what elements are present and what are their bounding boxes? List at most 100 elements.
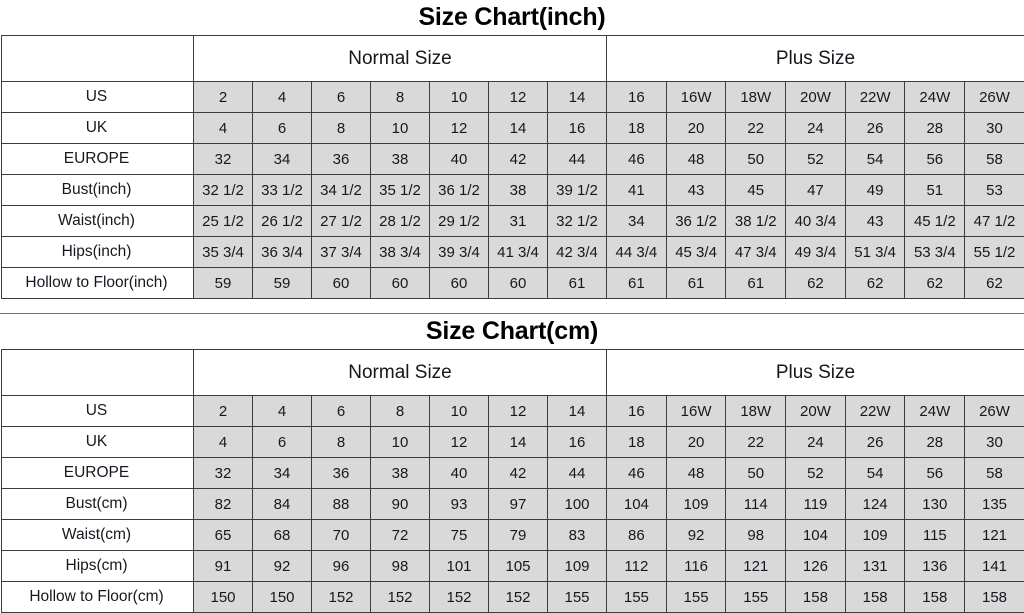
cell: 53 <box>965 175 1024 206</box>
cell: 46 <box>607 144 667 175</box>
cell: 91 <box>194 551 253 582</box>
cell: 6 <box>312 82 371 113</box>
size-table-inch: Normal Size Plus Size US 2 4 6 8 10 12 1… <box>1 35 1024 299</box>
cell: 8 <box>371 82 430 113</box>
cell: 130 <box>905 489 965 520</box>
cell: 20W <box>786 82 846 113</box>
cell: 121 <box>726 551 786 582</box>
cell: 104 <box>786 520 846 551</box>
cell: 20 <box>666 427 726 458</box>
cell: 34 <box>253 144 312 175</box>
cell: 61 <box>666 268 726 299</box>
cell: 38 3/4 <box>371 237 430 268</box>
cell: 34 <box>253 458 312 489</box>
row-label-europe: EUROPE <box>2 458 194 489</box>
cell: 35 3/4 <box>194 237 253 268</box>
cell: 155 <box>726 582 786 613</box>
size-chart-inch-block: Size Chart(inch) Normal Size Plus Size U… <box>0 0 1024 299</box>
cell: 32 <box>194 144 253 175</box>
cell: 83 <box>548 520 607 551</box>
table-row: Hips(cm) 91 92 96 98 101 105 109 112 116… <box>2 551 1024 582</box>
cell: 41 <box>607 175 667 206</box>
cell: 18 <box>607 427 667 458</box>
cell: 109 <box>845 520 905 551</box>
group-header-row: Normal Size Plus Size <box>2 350 1024 396</box>
table-row: Bust(inch) 32 1/2 33 1/2 34 1/2 35 1/2 3… <box>2 175 1024 206</box>
cell: 112 <box>607 551 667 582</box>
cell: 75 <box>430 520 489 551</box>
cell: 50 <box>726 458 786 489</box>
cell: 124 <box>845 489 905 520</box>
cell: 25 1/2 <box>194 206 253 237</box>
cell: 12 <box>430 113 489 144</box>
cell: 18 <box>607 113 667 144</box>
cell: 12 <box>489 396 548 427</box>
row-label-hips: Hips(cm) <box>2 551 194 582</box>
cell: 46 <box>607 458 667 489</box>
cell: 39 3/4 <box>430 237 489 268</box>
cell: 14 <box>548 396 607 427</box>
cell: 84 <box>253 489 312 520</box>
cell: 114 <box>726 489 786 520</box>
row-label-waist: Waist(cm) <box>2 520 194 551</box>
cell: 82 <box>194 489 253 520</box>
cell: 61 <box>548 268 607 299</box>
cell: 72 <box>371 520 430 551</box>
cell: 43 <box>845 206 905 237</box>
cell: 32 1/2 <box>194 175 253 206</box>
cell: 79 <box>489 520 548 551</box>
cell: 104 <box>607 489 667 520</box>
row-label-uk: UK <box>2 113 194 144</box>
cell: 30 <box>965 427 1024 458</box>
cell: 100 <box>548 489 607 520</box>
cell: 22W <box>845 82 905 113</box>
cell: 12 <box>430 427 489 458</box>
row-label-hollow-to-floor: Hollow to Floor(cm) <box>2 582 194 613</box>
row-label-hollow-to-floor: Hollow to Floor(inch) <box>2 268 194 299</box>
cell: 12 <box>489 82 548 113</box>
cell: 90 <box>371 489 430 520</box>
cell: 22 <box>726 113 786 144</box>
cell: 6 <box>312 396 371 427</box>
cell: 26W <box>965 82 1024 113</box>
cell: 37 3/4 <box>312 237 371 268</box>
size-table-cm: Normal Size Plus Size US 2 4 6 8 10 12 1… <box>1 349 1024 613</box>
cell: 38 <box>371 144 430 175</box>
cell: 24W <box>905 396 965 427</box>
cell: 16 <box>607 82 667 113</box>
row-label-bust: Bust(cm) <box>2 489 194 520</box>
cell: 70 <box>312 520 371 551</box>
cell: 16 <box>548 113 607 144</box>
cell: 26 <box>845 113 905 144</box>
cell: 44 3/4 <box>607 237 667 268</box>
cell: 33 1/2 <box>253 175 312 206</box>
cell: 8 <box>312 113 371 144</box>
cell: 126 <box>786 551 846 582</box>
size-chart-page: Size Chart(inch) Normal Size Plus Size U… <box>0 0 1024 600</box>
cell: 41 3/4 <box>489 237 548 268</box>
cell: 62 <box>905 268 965 299</box>
cell: 4 <box>253 82 312 113</box>
cell: 39 1/2 <box>548 175 607 206</box>
cell: 6 <box>253 113 312 144</box>
cell: 48 <box>666 144 726 175</box>
cell: 20W <box>786 396 846 427</box>
table-row: Waist(inch) 25 1/2 26 1/2 27 1/2 28 1/2 … <box>2 206 1024 237</box>
cell: 61 <box>607 268 667 299</box>
cell: 42 3/4 <box>548 237 607 268</box>
cell: 59 <box>194 268 253 299</box>
size-chart-cm-block: Size Chart(cm) Normal Size Plus Size US … <box>0 314 1024 613</box>
cell: 61 <box>726 268 786 299</box>
row-label-europe: EUROPE <box>2 144 194 175</box>
cell: 97 <box>489 489 548 520</box>
cell: 36 1/2 <box>430 175 489 206</box>
cell: 98 <box>371 551 430 582</box>
table-row: EUROPE 32 34 36 38 40 42 44 46 48 50 52 … <box>2 144 1024 175</box>
cell: 8 <box>371 396 430 427</box>
cell: 16W <box>666 82 726 113</box>
cell: 32 <box>194 458 253 489</box>
cell: 48 <box>666 458 726 489</box>
cell: 14 <box>489 113 548 144</box>
table-row: US 2 4 6 8 10 12 14 16 16W 18W 20W 22W 2… <box>2 82 1024 113</box>
cell: 60 <box>430 268 489 299</box>
